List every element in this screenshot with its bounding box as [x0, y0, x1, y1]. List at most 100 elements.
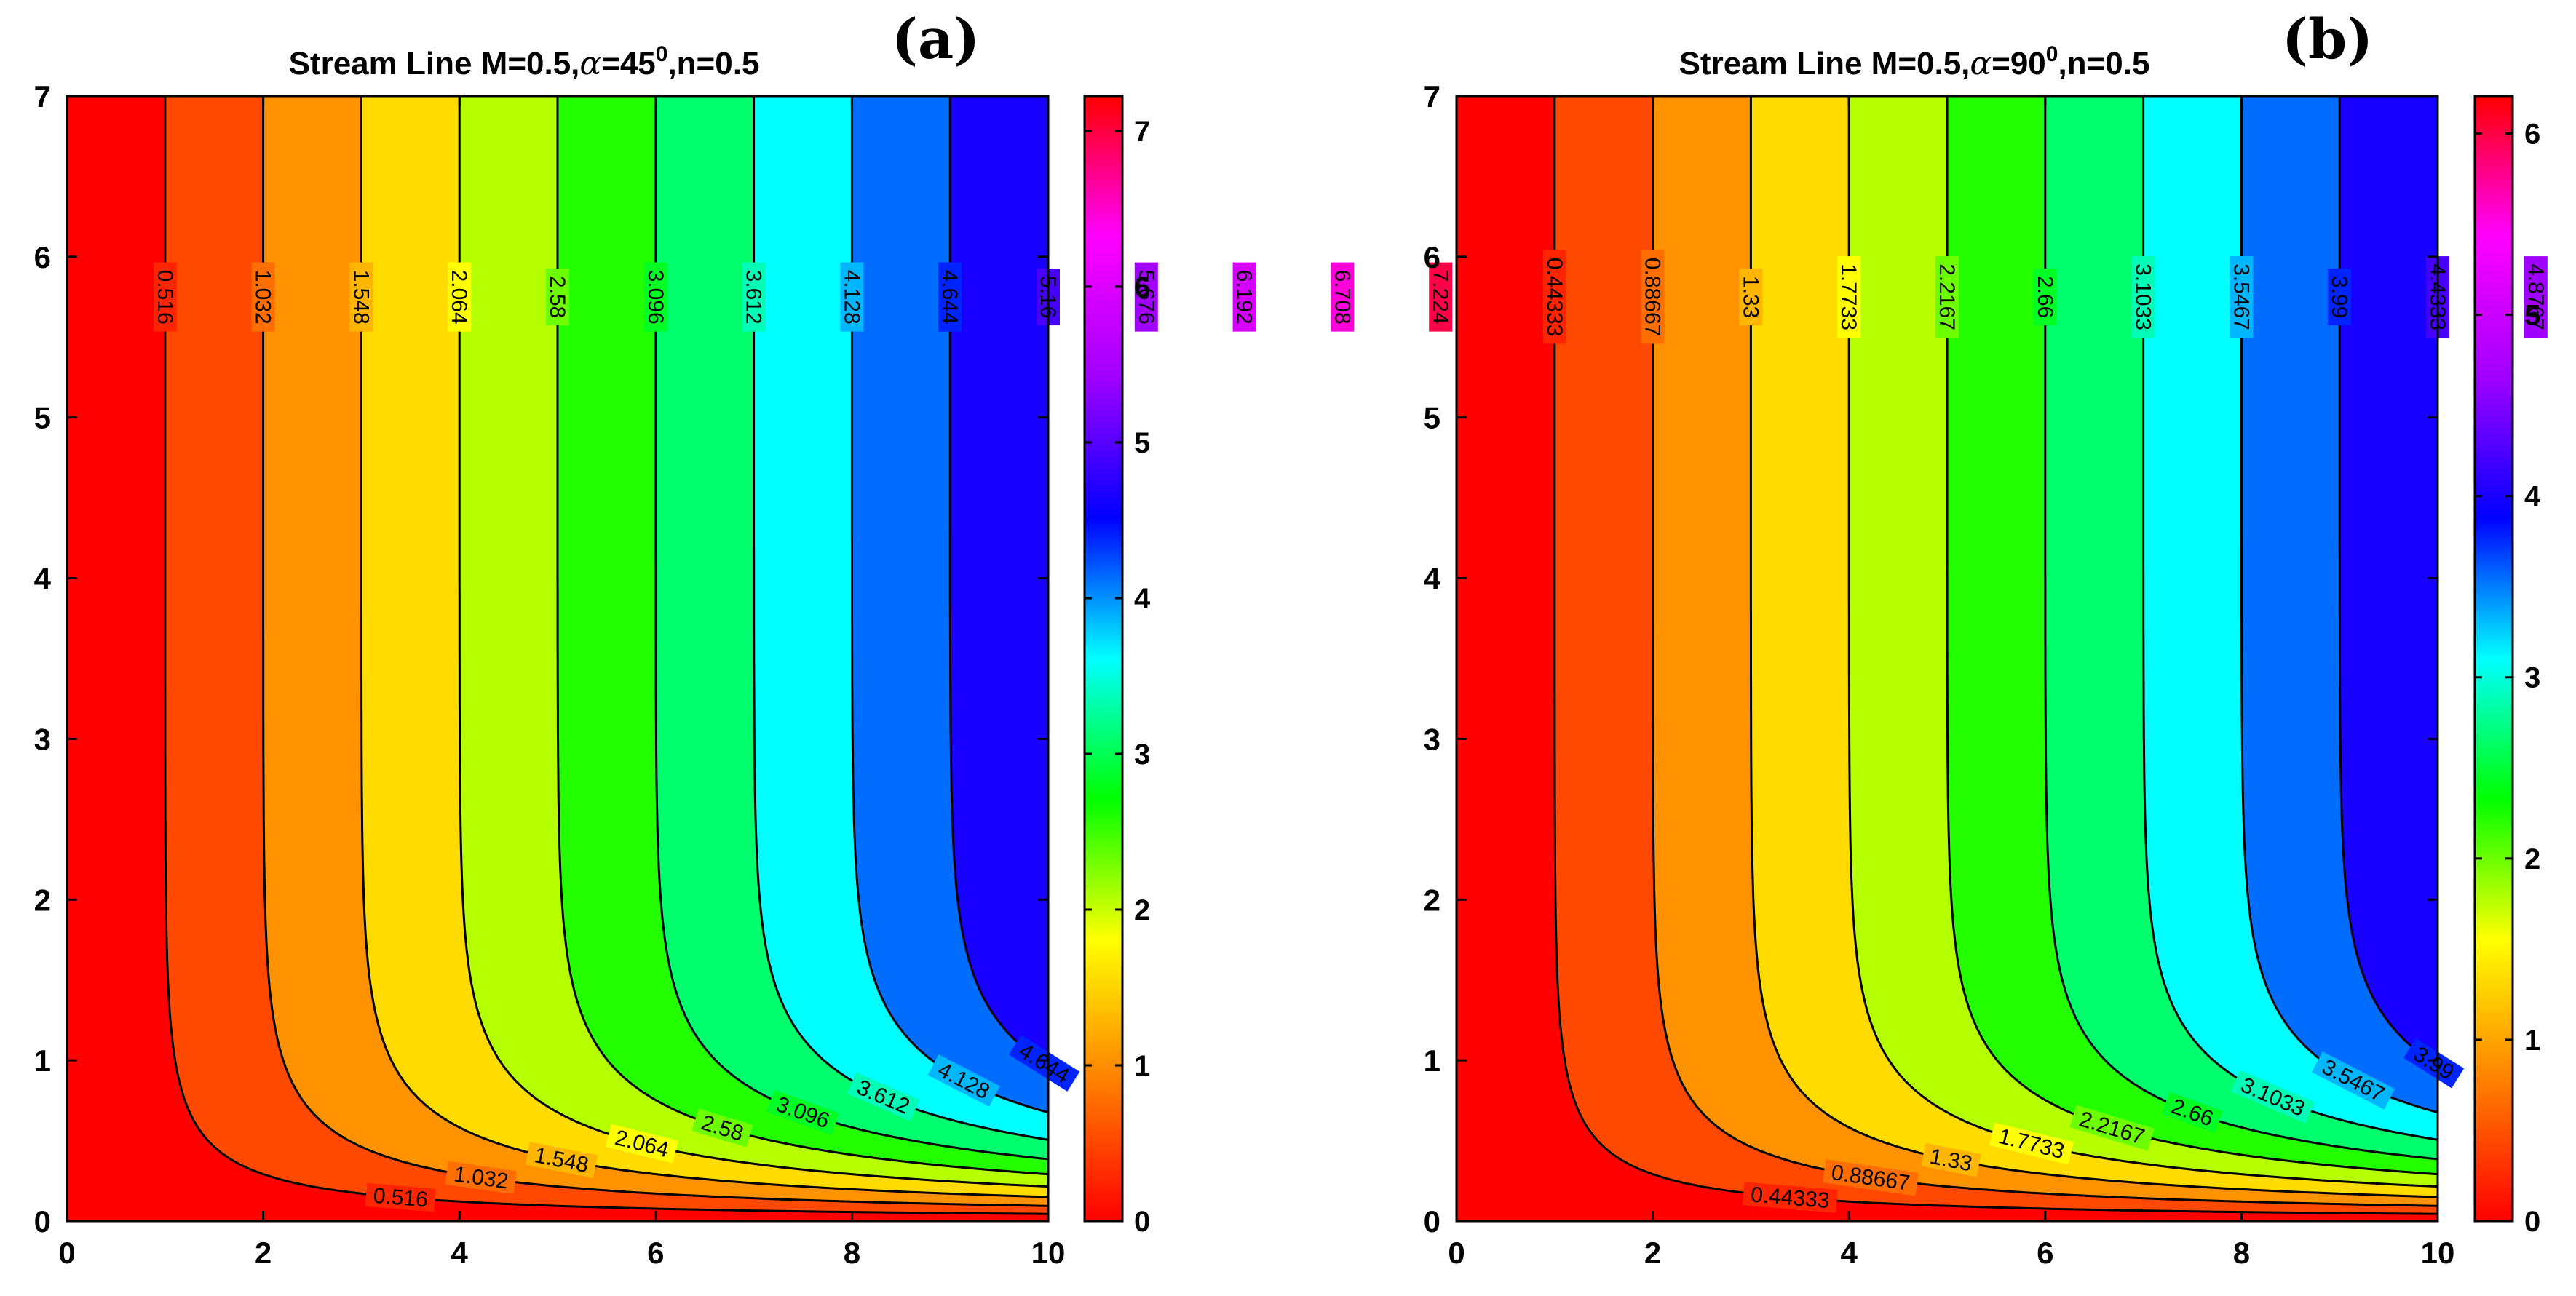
contour-label: 2.2167 [1935, 263, 1959, 330]
contour-label-group: 3.096 [643, 262, 667, 332]
panel-b: (b) Stream Line M=0.5,α=900,n=0.5 0.4433… [1424, 7, 2548, 1270]
x-tick-label: 4 [1841, 1236, 1858, 1270]
contour-label: 2.064 [447, 270, 471, 325]
y-tick-label: 7 [1424, 79, 1440, 114]
contour-label: 3.612 [742, 270, 766, 325]
contour-label-group: 2.58 [545, 269, 569, 326]
contour-label-group: 0.516 [365, 1182, 436, 1212]
contour-label-bg [2069, 1105, 2155, 1151]
contour-label: 6.192 [1232, 270, 1256, 325]
y-tick-label: 5 [34, 401, 51, 435]
contour-label-bg [2033, 269, 2057, 326]
contour-line [2044, 96, 2438, 1161]
contour-label-group: 4.644 [938, 262, 962, 332]
contour-label-bg [766, 1089, 840, 1135]
contour-label-bg [349, 262, 373, 332]
x-tick-label: 10 [2421, 1236, 2455, 1270]
contour-label: 1.33 [1738, 276, 1762, 318]
y-tick-label: 1 [1424, 1043, 1440, 1078]
contour-label: 0.88667 [1641, 258, 1665, 336]
contour-label-bg [742, 262, 766, 332]
y-tick-label: 0 [1424, 1204, 1440, 1239]
contour-label-bg [1837, 256, 1861, 338]
colorbar-tick-label: 2 [1134, 894, 1150, 926]
colorbar-bar [1083, 95, 1124, 1223]
x-tick-label: 6 [647, 1236, 664, 1270]
contour-label: 0.516 [372, 1184, 429, 1212]
colorbar-tick-label: 2 [2524, 843, 2540, 875]
contour-label: 2.66 [2033, 276, 2057, 318]
contour-label-bg [2161, 1092, 2224, 1133]
contour-label-group: 1.032 [251, 262, 275, 332]
contour-label-bg [1641, 250, 1665, 344]
contour-line [654, 96, 1049, 1161]
contour-label-group: 2.064 [447, 262, 472, 332]
contour-label: 4.644 [938, 270, 962, 325]
contour-label-bg [1989, 1122, 2074, 1165]
contour-label-group: 1.548 [349, 262, 373, 332]
contour-label-group: 2.2167 [1935, 256, 1959, 338]
contour-label: 4.128 [839, 270, 863, 325]
contour-label-bg [938, 262, 962, 332]
contour-label: 5.676 [1134, 270, 1158, 325]
contour-label-bg [1134, 262, 1158, 332]
panel-b-colorbar: 0 1 2 3 4 5 6 [2473, 95, 2541, 1238]
x-tick-label: 10 [1031, 1236, 1066, 1270]
contour-label-bg [365, 1182, 436, 1212]
contour-band [950, 96, 1048, 1066]
contour-label-bg [525, 1142, 598, 1179]
y-tick-label: 7 [34, 79, 51, 114]
contour-line [164, 96, 1049, 1215]
contour-label-bg [251, 262, 275, 332]
x-tick-label: 2 [255, 1236, 272, 1270]
contour-band [2339, 96, 2438, 1066]
contour-label: 7.224 [1428, 270, 1452, 325]
contour-label-bg [691, 1108, 753, 1148]
contour-label: 3.096 [643, 270, 667, 325]
panel-a-title: Stream Line M=0.5,α=450,n=0.5 [289, 42, 760, 82]
contour-label-bg [1542, 250, 1566, 344]
panel-a-contour-lines [164, 96, 1049, 1215]
contour-line [948, 96, 1049, 1067]
y-tick-label: 3 [1424, 722, 1440, 756]
contour-label: 3.99 [2327, 276, 2351, 318]
contour-label-bg [2131, 256, 2155, 338]
colorbar-tick-label: 7 [1134, 116, 1150, 148]
y-tick-label: 3 [34, 722, 51, 756]
contour-label-bg [1921, 1142, 1981, 1177]
contour-label-group: 0.44333 [1542, 250, 1566, 344]
panel-b-plot-frame [1455, 95, 2439, 1223]
contour-label: 3.1033 [2131, 263, 2155, 330]
contour-label-bg [605, 1124, 678, 1164]
contour-label-group: 6.192 [1232, 262, 1256, 332]
contour-label-bg [1008, 1035, 1080, 1092]
contour-line [1553, 96, 2438, 1215]
y-tick-label: 4 [34, 562, 52, 596]
contour-label-bg [2230, 256, 2254, 338]
contour-label-bg [448, 262, 472, 332]
contour-label-group: 4.8767 [2524, 256, 2548, 338]
contour-line [1847, 96, 2438, 1188]
contour-label-bg [1331, 262, 1355, 332]
x-tick-label: 4 [451, 1236, 469, 1270]
contour-label-bg [2524, 256, 2548, 338]
contour-label-group: 3.1033 [2131, 256, 2155, 338]
contour-line [2338, 96, 2438, 1067]
panel-a-axes: 0 2 4 6 8 10 0 1 2 3 4 5 6 7 [34, 79, 1066, 1270]
contour-label-group: 4.128 [839, 262, 864, 332]
contour-label-bg [840, 262, 864, 332]
contour-label-group: 7.224 [1428, 262, 1453, 332]
contour-label-group: 0.88667 [1641, 250, 1665, 344]
panel-b-axes: 0 2 4 6 8 10 0 1 2 3 4 5 6 7 [1424, 79, 2455, 1270]
contour-line [753, 96, 1049, 1141]
colorbar-tick-label: 4 [2524, 481, 2541, 513]
contour-label: 1.032 [251, 270, 275, 325]
contour-label-group: 3.5467 [2229, 256, 2254, 338]
contour-label: 2.58 [545, 276, 569, 318]
colorbar-tick-label: 6 [1134, 271, 1150, 303]
contour-label-bg [2328, 269, 2352, 326]
contour-label-bg [153, 262, 177, 332]
contour-label-group: 2.66 [2033, 269, 2057, 326]
contour-line [360, 96, 1049, 1198]
